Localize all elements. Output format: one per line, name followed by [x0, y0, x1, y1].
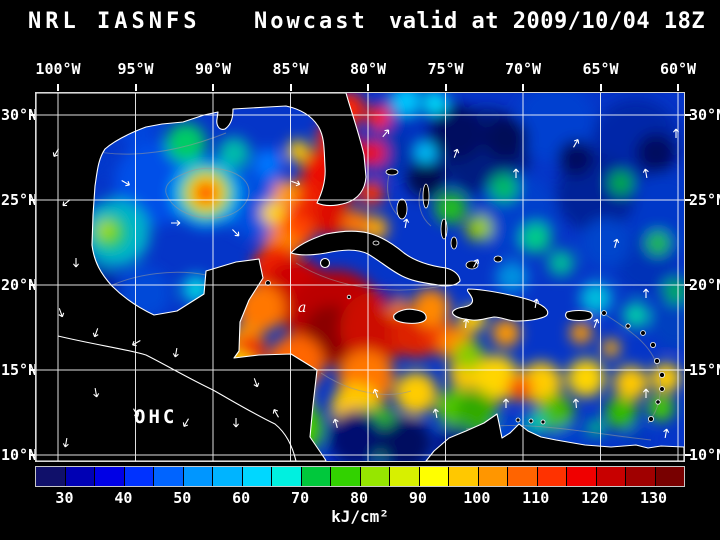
map-panel: OHC a: [35, 92, 685, 462]
colorbar-unit-label: kJ/cm²: [331, 507, 389, 526]
colorbar-tick-label: 120: [581, 489, 609, 507]
colorbar-tick-label: 80: [349, 489, 369, 507]
title-model: NRL IASNFS: [28, 9, 201, 34]
lat-tick-label-right: 10°N: [689, 446, 720, 464]
lon-tick-label: 60°W: [659, 60, 697, 78]
land-north-central-america: [36, 93, 367, 461]
lon-tick-mark: [522, 84, 524, 91]
lat-tick-mark-right: [685, 199, 691, 201]
lat-tick-mark-right: [685, 114, 691, 116]
colorbar-segment: [567, 467, 596, 486]
colorbar: [35, 466, 685, 487]
lat-tick-mark-left: [29, 369, 35, 371]
lon-tick-mark: [212, 84, 214, 91]
lon-tick-mark: [599, 84, 602, 91]
current-vector-arrows: [52, 128, 680, 448]
lat-tick-label-left: 30°N: [1, 106, 38, 124]
ohc-heatmap: [36, 93, 684, 461]
lon-tick-label: 70°W: [504, 60, 542, 78]
lon-tick-mark: [57, 84, 59, 91]
lat-tick-mark-right: [685, 369, 691, 371]
colorbar-segment: [419, 467, 448, 486]
title-product: Nowcast: [254, 9, 368, 34]
colorbar-tick-label: 90: [408, 489, 427, 507]
lon-tick-mark: [367, 84, 369, 91]
lon-tick-mark: [677, 84, 679, 91]
lat-tick-mark-left: [29, 199, 35, 201]
colorbar-segment: [183, 467, 212, 486]
storm-marker: a: [298, 300, 307, 316]
colorbar-segment: [596, 467, 625, 486]
colorbar-segment: [478, 467, 507, 486]
colorbar-segment: [449, 467, 478, 486]
island-puerto-rico: [565, 309, 593, 322]
lat-tick-mark-left: [29, 284, 35, 286]
colorbar-segment: [508, 467, 537, 486]
colorbar-segment: [331, 467, 360, 486]
colorbar-segment: [36, 467, 65, 486]
colorbar-tick-label: 60: [232, 489, 251, 507]
lat-tick-label-right: 25°N: [689, 191, 720, 209]
lat-tick-label-right: 20°N: [689, 276, 720, 294]
island-jamaica: [393, 308, 427, 324]
graticule: [36, 93, 684, 461]
islands-lesser-antilles: [265, 280, 666, 425]
lat-tick-mark-left: [29, 114, 35, 116]
lon-tick-mark: [444, 84, 447, 91]
colorbar-segment: [95, 467, 124, 486]
colorbar-segment: [213, 467, 242, 486]
landmasses: [36, 93, 684, 461]
lat-tick-mark-right: [685, 454, 691, 456]
lon-tick-mark: [134, 84, 137, 91]
land-south-america: [425, 413, 684, 461]
lat-tick-label-left: 15°N: [1, 361, 38, 379]
variable-label: OHC: [134, 406, 178, 428]
lat-tick-mark-right: [685, 284, 691, 286]
colorbar-tick-label: 30: [55, 489, 74, 507]
colorbar-segment: [626, 467, 655, 486]
lon-tick-label: 95°W: [117, 60, 154, 78]
lat-tick-mark-left: [29, 454, 35, 456]
lon-tick-label: 80°W: [349, 60, 387, 78]
lat-tick-label-left: 25°N: [1, 191, 38, 209]
colorbar-segment: [124, 467, 153, 486]
colorbar-segment: [272, 467, 301, 486]
colorbar-segment: [655, 467, 684, 486]
title-valid-time: valid at 2009/10/04 18Z: [389, 9, 706, 34]
colorbar-segment: [242, 467, 271, 486]
colorbar-segment: [154, 467, 183, 486]
colorbar-tick-label: 40: [114, 489, 133, 507]
colorbar-segment: [65, 467, 94, 486]
colorbar-segment: [360, 467, 389, 486]
colorbar-segment: [301, 467, 330, 486]
lon-tick-label: 65°W: [582, 60, 619, 78]
colorbar-segment: [390, 467, 419, 486]
colorbar-tick-label: 100: [463, 489, 491, 507]
island-cuba: [290, 230, 461, 287]
lat-tick-label-left: 10°N: [1, 446, 38, 464]
lon-tick-label: 75°W: [427, 60, 464, 78]
colorbar-tick-label: 110: [522, 489, 550, 507]
colorbar-tick-label: 70: [291, 489, 310, 507]
island-isla-juventud: [319, 257, 331, 269]
colorbar-segment: [537, 467, 566, 486]
colorbar-tick-label: 50: [173, 489, 192, 507]
lat-tick-label-right: 30°N: [689, 106, 720, 124]
lon-tick-mark: [289, 84, 292, 91]
lon-tick-label: 90°W: [194, 60, 232, 78]
lon-tick-label: 85°W: [272, 60, 309, 78]
lat-tick-label-right: 15°N: [689, 361, 720, 379]
lat-tick-label-left: 20°N: [1, 276, 38, 294]
lon-tick-label: 100°W: [35, 60, 81, 78]
colorbar-tick-label: 130: [639, 489, 668, 507]
